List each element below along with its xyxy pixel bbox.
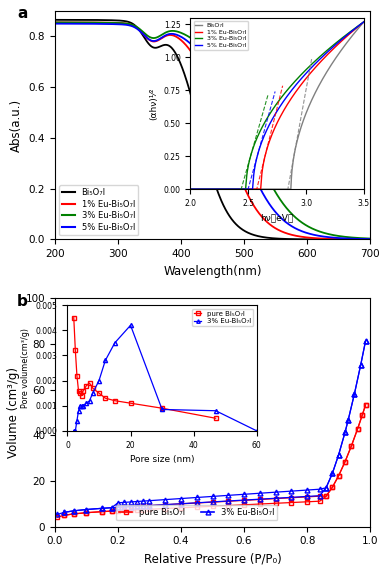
- 3% Eu-Bi₅O₇I: [55, 511, 60, 518]
- pure Bi₅O₇I: [317, 498, 322, 505]
- 3% Eu-Bi₅O₇I: [242, 496, 247, 503]
- pure Bi₅O₇I: [343, 458, 348, 465]
- Text: b: b: [17, 294, 28, 309]
- 3% Eu-Bi₅O₇I: [163, 501, 168, 508]
- 3% Eu-Bi₅O₇I: [109, 505, 114, 511]
- Y-axis label: Volume (cm³/g): Volume (cm³/g): [7, 367, 20, 458]
- pure Bi₅O₇I: [349, 443, 354, 450]
- 3% Eu-Bi₅O₇I: [62, 509, 67, 516]
- Legend: Bi₅O₇I, 1% Eu-Bi₅O₇I, 3% Eu-Bi₅O₇I, 5% Eu-Bi₅O₇I: Bi₅O₇I, 1% Eu-Bi₅O₇I, 3% Eu-Bi₅O₇I, 5% E…: [59, 185, 138, 235]
- X-axis label: Relative Pressure (P/P₀): Relative Pressure (P/P₀): [144, 552, 281, 565]
- pure Bi₅O₇I: [122, 507, 127, 514]
- 3% Eu-Bi₅O₇I: [363, 338, 368, 345]
- 3% Eu-Bi₅O₇I: [330, 470, 335, 476]
- pure Bi₅O₇I: [194, 503, 199, 510]
- pure Bi₅O₇I: [55, 514, 60, 521]
- pure Bi₅O₇I: [109, 508, 114, 515]
- pure Bi₅O₇I: [336, 472, 341, 479]
- pure Bi₅O₇I: [330, 484, 335, 491]
- 3% Eu-Bi₅O₇I: [128, 503, 133, 510]
- 3% Eu-Bi₅O₇I: [72, 507, 76, 514]
- 3% Eu-Bi₅O₇I: [343, 429, 348, 436]
- 3% Eu-Bi₅O₇I: [210, 498, 215, 505]
- 3% Eu-Bi₅O₇I: [122, 503, 127, 510]
- Text: a: a: [17, 6, 27, 21]
- pure Bi₅O₇I: [355, 426, 360, 432]
- pure Bi₅O₇I: [210, 503, 215, 510]
- pure Bi₅O₇I: [116, 507, 120, 514]
- pure Bi₅O₇I: [324, 493, 329, 500]
- pure Bi₅O₇I: [257, 500, 262, 507]
- pure Bi₅O₇I: [141, 506, 146, 513]
- 3% Eu-Bi₅O₇I: [226, 498, 231, 505]
- Line: 3% Eu-Bi₅O₇I: 3% Eu-Bi₅O₇I: [55, 339, 368, 517]
- pure Bi₅O₇I: [242, 502, 247, 509]
- 3% Eu-Bi₅O₇I: [317, 492, 322, 499]
- pure Bi₅O₇I: [289, 499, 294, 506]
- 3% Eu-Bi₅O₇I: [305, 493, 310, 500]
- pure Bi₅O₇I: [179, 505, 183, 511]
- pure Bi₅O₇I: [163, 505, 168, 512]
- 3% Eu-Bi₅O₇I: [84, 506, 89, 513]
- 3% Eu-Bi₅O₇I: [147, 502, 152, 509]
- 3% Eu-Bi₅O₇I: [289, 494, 294, 500]
- Legend: pure Bi₅O₇I, 3% Eu-Bi₅O₇I: pure Bi₅O₇I, 3% Eu-Bi₅O₇I: [116, 505, 277, 521]
- 3% Eu-Bi₅O₇I: [257, 496, 262, 503]
- pure Bi₅O₇I: [62, 512, 67, 519]
- pure Bi₅O₇I: [135, 506, 139, 513]
- pure Bi₅O₇I: [273, 500, 278, 507]
- pure Bi₅O₇I: [128, 507, 133, 514]
- pure Bi₅O₇I: [226, 502, 231, 509]
- 3% Eu-Bi₅O₇I: [324, 484, 329, 491]
- 3% Eu-Bi₅O₇I: [194, 499, 199, 506]
- 3% Eu-Bi₅O₇I: [346, 417, 351, 424]
- 3% Eu-Bi₅O₇I: [116, 504, 120, 511]
- pure Bi₅O₇I: [360, 411, 365, 418]
- pure Bi₅O₇I: [363, 402, 368, 408]
- 3% Eu-Bi₅O₇I: [135, 503, 139, 510]
- pure Bi₅O₇I: [84, 509, 89, 516]
- pure Bi₅O₇I: [147, 506, 152, 513]
- pure Bi₅O₇I: [72, 510, 76, 517]
- 3% Eu-Bi₅O₇I: [352, 390, 357, 397]
- 3% Eu-Bi₅O₇I: [100, 505, 104, 512]
- Y-axis label: Abs(a.u.): Abs(a.u.): [10, 98, 23, 152]
- 3% Eu-Bi₅O₇I: [336, 451, 341, 458]
- 3% Eu-Bi₅O₇I: [179, 500, 183, 507]
- pure Bi₅O₇I: [305, 498, 310, 505]
- X-axis label: Wavelength(nm): Wavelength(nm): [163, 265, 262, 277]
- 3% Eu-Bi₅O₇I: [273, 495, 278, 502]
- 3% Eu-Bi₅O₇I: [358, 361, 363, 368]
- 3% Eu-Bi₅O₇I: [141, 502, 146, 509]
- pure Bi₅O₇I: [100, 508, 104, 515]
- Line: pure Bi₅O₇I: pure Bi₅O₇I: [55, 403, 368, 519]
